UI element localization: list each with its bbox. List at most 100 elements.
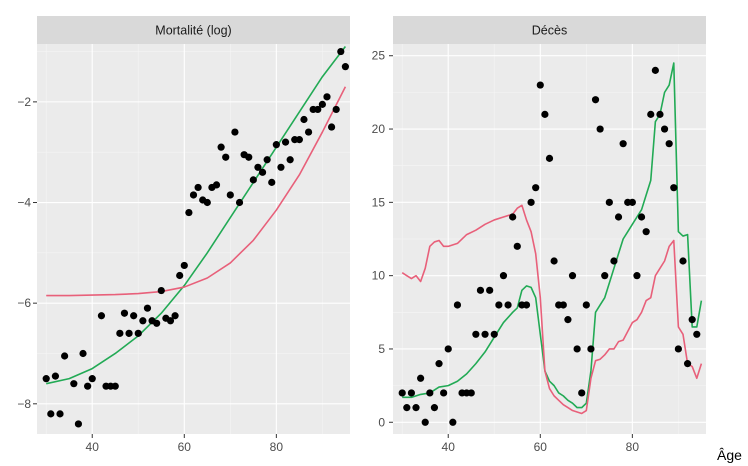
data-point [582, 301, 590, 309]
data-point [120, 309, 129, 317]
data-point [660, 125, 669, 133]
data-point [56, 410, 64, 418]
data-point [656, 110, 664, 118]
data-point [157, 286, 165, 295]
data-point [545, 154, 554, 162]
data-point [591, 96, 600, 104]
data-point [679, 257, 687, 265]
data-point [610, 257, 618, 265]
data-point [633, 272, 641, 280]
x-tick-label: 80 [270, 440, 284, 454]
data-point [222, 153, 230, 161]
data-point [453, 301, 462, 309]
data-point [217, 143, 225, 151]
data-point [327, 123, 336, 131]
data-point [670, 184, 678, 192]
data-point [490, 330, 498, 338]
x-tick-label: 60 [178, 440, 192, 454]
data-point [341, 63, 349, 71]
data-point [277, 163, 285, 171]
data-point [601, 272, 609, 280]
data-point [481, 330, 489, 338]
data-point [412, 404, 420, 412]
data-point [407, 389, 416, 397]
data-point [226, 191, 234, 199]
data-point [194, 183, 202, 192]
data-point [559, 301, 567, 309]
data-point [231, 128, 239, 136]
data-point [235, 198, 244, 207]
data-point [166, 317, 175, 325]
data-point [440, 389, 448, 397]
data-point [665, 140, 673, 148]
data-point [66, 435, 73, 442]
data-point [203, 198, 211, 207]
data-point [263, 156, 271, 164]
data-point [171, 312, 179, 320]
data-point [637, 213, 646, 221]
data-point [258, 168, 267, 176]
data-point [568, 272, 577, 280]
data-point [134, 329, 142, 337]
data-point [527, 198, 535, 206]
data-point [499, 272, 508, 280]
data-point [683, 360, 692, 368]
data-point [153, 319, 161, 327]
data-point [688, 316, 696, 324]
data-point [245, 153, 253, 161]
panel-background [37, 44, 350, 434]
panel-title: Mortalité (log) [155, 24, 231, 38]
data-point [249, 176, 257, 184]
y-tick-label: −2 [17, 95, 31, 109]
y-tick-label: 20 [372, 122, 386, 136]
x-tick-label: 60 [534, 440, 548, 454]
data-point [605, 198, 613, 206]
data-point [509, 213, 517, 221]
data-point [430, 404, 439, 412]
data-point [426, 389, 434, 397]
data-point [300, 115, 308, 124]
data-point [619, 140, 627, 148]
panel-strip [37, 16, 350, 44]
data-point [189, 191, 198, 199]
data-point [504, 301, 512, 309]
data-point [578, 389, 586, 397]
data-point [564, 316, 572, 324]
data-point [318, 100, 326, 108]
data-point [628, 198, 636, 206]
data-point [403, 404, 411, 412]
y-tick-label: 15 [372, 195, 386, 209]
data-point [116, 329, 124, 337]
data-point [180, 261, 188, 270]
data-point [513, 242, 521, 250]
data-point [550, 257, 558, 265]
data-point [522, 301, 531, 309]
data-point [185, 208, 193, 217]
data-point [295, 136, 303, 144]
data-point [596, 125, 604, 133]
data-point [435, 360, 443, 368]
data-point [70, 380, 78, 388]
x-tick-label: 80 [626, 440, 640, 454]
x-axis-label: Âge [717, 447, 742, 463]
data-point [693, 330, 701, 338]
y-tick-label: −6 [17, 296, 31, 310]
y-tick-label: −4 [17, 196, 31, 210]
data-point [79, 349, 87, 358]
data-point [74, 420, 83, 428]
data-point [642, 228, 650, 236]
data-point [332, 105, 340, 114]
data-point [111, 382, 119, 390]
data-point [286, 156, 294, 164]
data-point [337, 47, 345, 56]
series-line-pink [401, 204, 703, 415]
panel-mortality: Mortalité (log) 40 60 80 −8 −6 −4 −2 [17, 16, 350, 454]
data-point [61, 352, 69, 360]
data-point [674, 345, 682, 353]
data-layer [42, 46, 349, 442]
data-point [304, 128, 313, 136]
data-point [323, 93, 331, 101]
data-point [532, 184, 540, 192]
data-point [51, 372, 60, 380]
